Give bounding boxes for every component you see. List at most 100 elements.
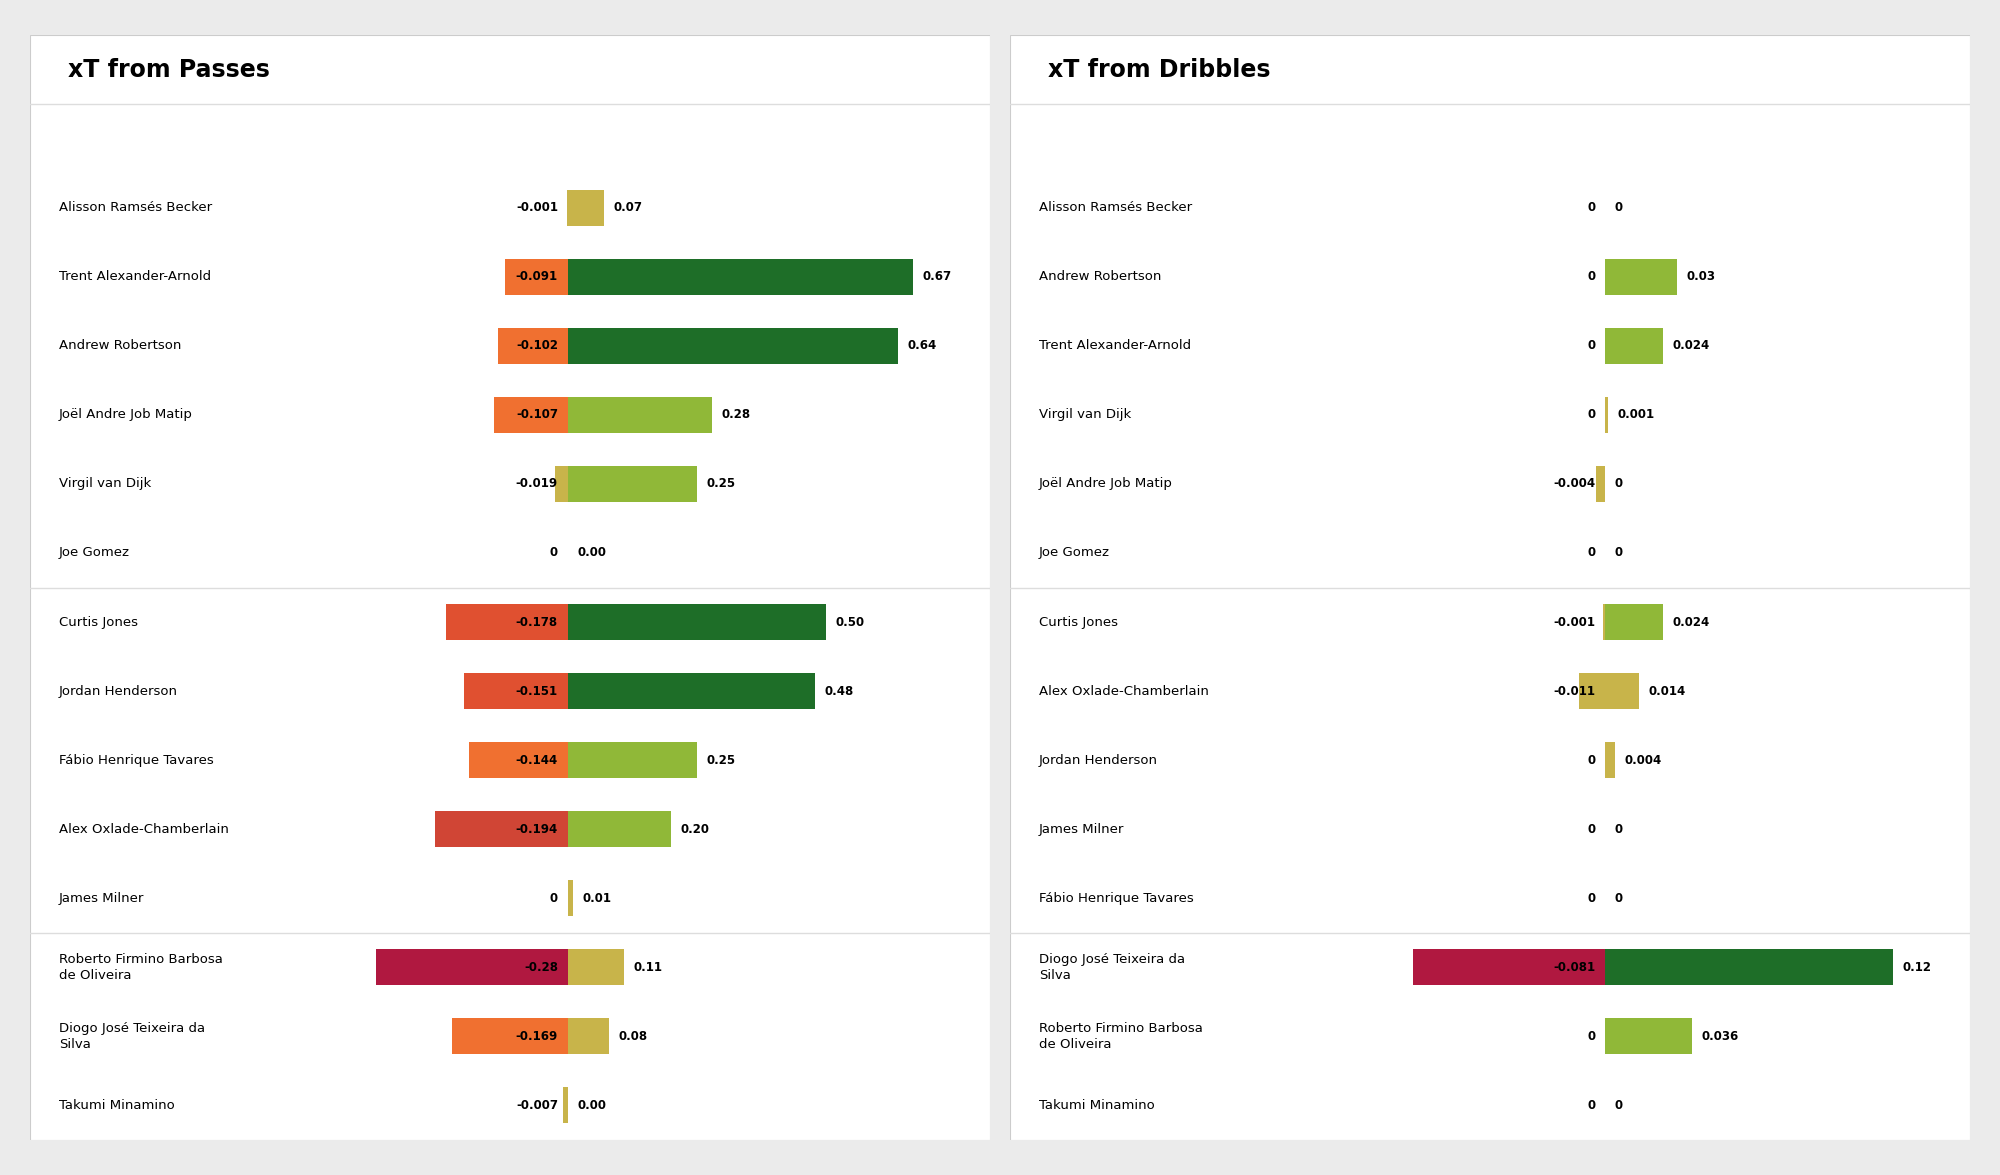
Text: 0: 0: [1588, 1099, 1596, 1112]
Bar: [1414, 949, 1606, 985]
Text: xT from Passes: xT from Passes: [68, 58, 270, 82]
Bar: [1606, 258, 1678, 295]
Text: Alex Oxlade-Chamberlain: Alex Oxlade-Chamberlain: [1038, 685, 1208, 698]
Text: -0.081: -0.081: [1554, 961, 1596, 974]
Text: Takumi Minamino: Takumi Minamino: [1038, 1099, 1154, 1112]
Text: 0: 0: [550, 546, 558, 559]
Text: 0: 0: [1614, 1099, 1622, 1112]
Text: -0.151: -0.151: [516, 685, 558, 698]
Text: 0.64: 0.64: [908, 340, 936, 352]
Text: Diogo José Teixeira da
Silva: Diogo José Teixeira da Silva: [1038, 953, 1184, 981]
Text: 0: 0: [1614, 477, 1622, 490]
Bar: [568, 258, 914, 295]
Bar: [468, 743, 568, 778]
Text: 0.28: 0.28: [722, 409, 750, 422]
Text: 0: 0: [1588, 340, 1596, 352]
Text: 0.03: 0.03: [1686, 270, 1716, 283]
Text: Trent Alexander-Arnold: Trent Alexander-Arnold: [1038, 340, 1190, 352]
Text: -0.102: -0.102: [516, 340, 558, 352]
Text: 0: 0: [1588, 409, 1596, 422]
Bar: [568, 397, 712, 432]
Text: 0.036: 0.036: [1702, 1029, 1738, 1042]
Text: Diogo José Teixeira da
Silva: Diogo José Teixeira da Silva: [58, 1022, 204, 1050]
Bar: [1602, 604, 1606, 640]
Text: 0.67: 0.67: [922, 270, 952, 283]
Text: Joe Gomez: Joe Gomez: [58, 546, 130, 559]
FancyBboxPatch shape: [1010, 35, 1970, 1140]
Text: 0: 0: [1614, 822, 1622, 835]
Text: 0.024: 0.024: [1672, 616, 1710, 629]
Text: -0.28: -0.28: [524, 961, 558, 974]
Text: -0.001: -0.001: [516, 201, 558, 214]
Text: 0.12: 0.12: [1902, 961, 1932, 974]
Bar: [434, 811, 568, 847]
Bar: [506, 258, 568, 295]
Text: -0.019: -0.019: [516, 477, 558, 490]
Text: Curtis Jones: Curtis Jones: [58, 616, 138, 629]
Bar: [568, 190, 604, 226]
Bar: [452, 1019, 568, 1054]
Bar: [568, 949, 624, 985]
Text: 0.024: 0.024: [1672, 340, 1710, 352]
Text: Trent Alexander-Arnold: Trent Alexander-Arnold: [58, 270, 210, 283]
Bar: [1606, 949, 1894, 985]
Text: -0.007: -0.007: [516, 1099, 558, 1112]
Text: 0.01: 0.01: [582, 892, 612, 905]
Text: Roberto Firmino Barbosa
de Oliveira: Roberto Firmino Barbosa de Oliveira: [58, 953, 222, 981]
Text: -0.144: -0.144: [516, 753, 558, 766]
Text: 0.07: 0.07: [614, 201, 642, 214]
Text: 0.48: 0.48: [824, 685, 854, 698]
Text: Alisson Ramsés Becker: Alisson Ramsés Becker: [1038, 201, 1192, 214]
Text: James Milner: James Milner: [1038, 822, 1124, 835]
Text: Jordan Henderson: Jordan Henderson: [58, 685, 178, 698]
Text: Alisson Ramsés Becker: Alisson Ramsés Becker: [58, 201, 212, 214]
Bar: [498, 328, 568, 364]
Bar: [376, 949, 568, 985]
Bar: [1596, 466, 1606, 502]
Text: -0.178: -0.178: [516, 616, 558, 629]
Bar: [464, 673, 568, 709]
Bar: [554, 466, 568, 502]
Bar: [568, 811, 670, 847]
Text: 0: 0: [1588, 822, 1596, 835]
Bar: [568, 743, 696, 778]
Bar: [568, 1019, 608, 1054]
Text: Roberto Firmino Barbosa
de Oliveira: Roberto Firmino Barbosa de Oliveira: [1038, 1022, 1202, 1050]
Text: Takumi Minamino: Takumi Minamino: [58, 1099, 174, 1112]
Bar: [1606, 604, 1662, 640]
Bar: [568, 673, 816, 709]
Text: -0.091: -0.091: [516, 270, 558, 283]
Text: 0.004: 0.004: [1624, 753, 1662, 766]
Bar: [1580, 673, 1606, 709]
Bar: [1606, 673, 1638, 709]
Text: 0.08: 0.08: [618, 1029, 648, 1042]
Text: 0: 0: [1588, 753, 1596, 766]
Text: 0: 0: [1588, 546, 1596, 559]
Bar: [1606, 397, 1608, 432]
Text: James Milner: James Milner: [58, 892, 144, 905]
Text: 0: 0: [1614, 546, 1622, 559]
Text: 0: 0: [550, 892, 558, 905]
Text: Virgil van Dijk: Virgil van Dijk: [58, 477, 152, 490]
Text: xT from Dribbles: xT from Dribbles: [1048, 58, 1270, 82]
Bar: [1606, 743, 1614, 778]
Text: 0.50: 0.50: [836, 616, 864, 629]
Bar: [568, 466, 696, 502]
Text: 0: 0: [1614, 892, 1622, 905]
Bar: [568, 604, 826, 640]
Text: 0: 0: [1588, 270, 1596, 283]
Text: 0.25: 0.25: [706, 753, 736, 766]
Text: Andrew Robertson: Andrew Robertson: [1038, 270, 1162, 283]
Text: Jordan Henderson: Jordan Henderson: [1038, 753, 1158, 766]
Bar: [562, 1087, 568, 1123]
Text: Fábio Henrique Tavares: Fábio Henrique Tavares: [58, 753, 214, 766]
Text: -0.001: -0.001: [1554, 616, 1596, 629]
Text: Joe Gomez: Joe Gomez: [1038, 546, 1110, 559]
Text: Curtis Jones: Curtis Jones: [1038, 616, 1118, 629]
Text: 0.00: 0.00: [578, 546, 606, 559]
Text: Fábio Henrique Tavares: Fábio Henrique Tavares: [1038, 892, 1194, 905]
Text: Andrew Robertson: Andrew Robertson: [58, 340, 182, 352]
Bar: [1606, 328, 1662, 364]
Text: 0: 0: [1588, 1029, 1596, 1042]
Text: -0.004: -0.004: [1554, 477, 1596, 490]
